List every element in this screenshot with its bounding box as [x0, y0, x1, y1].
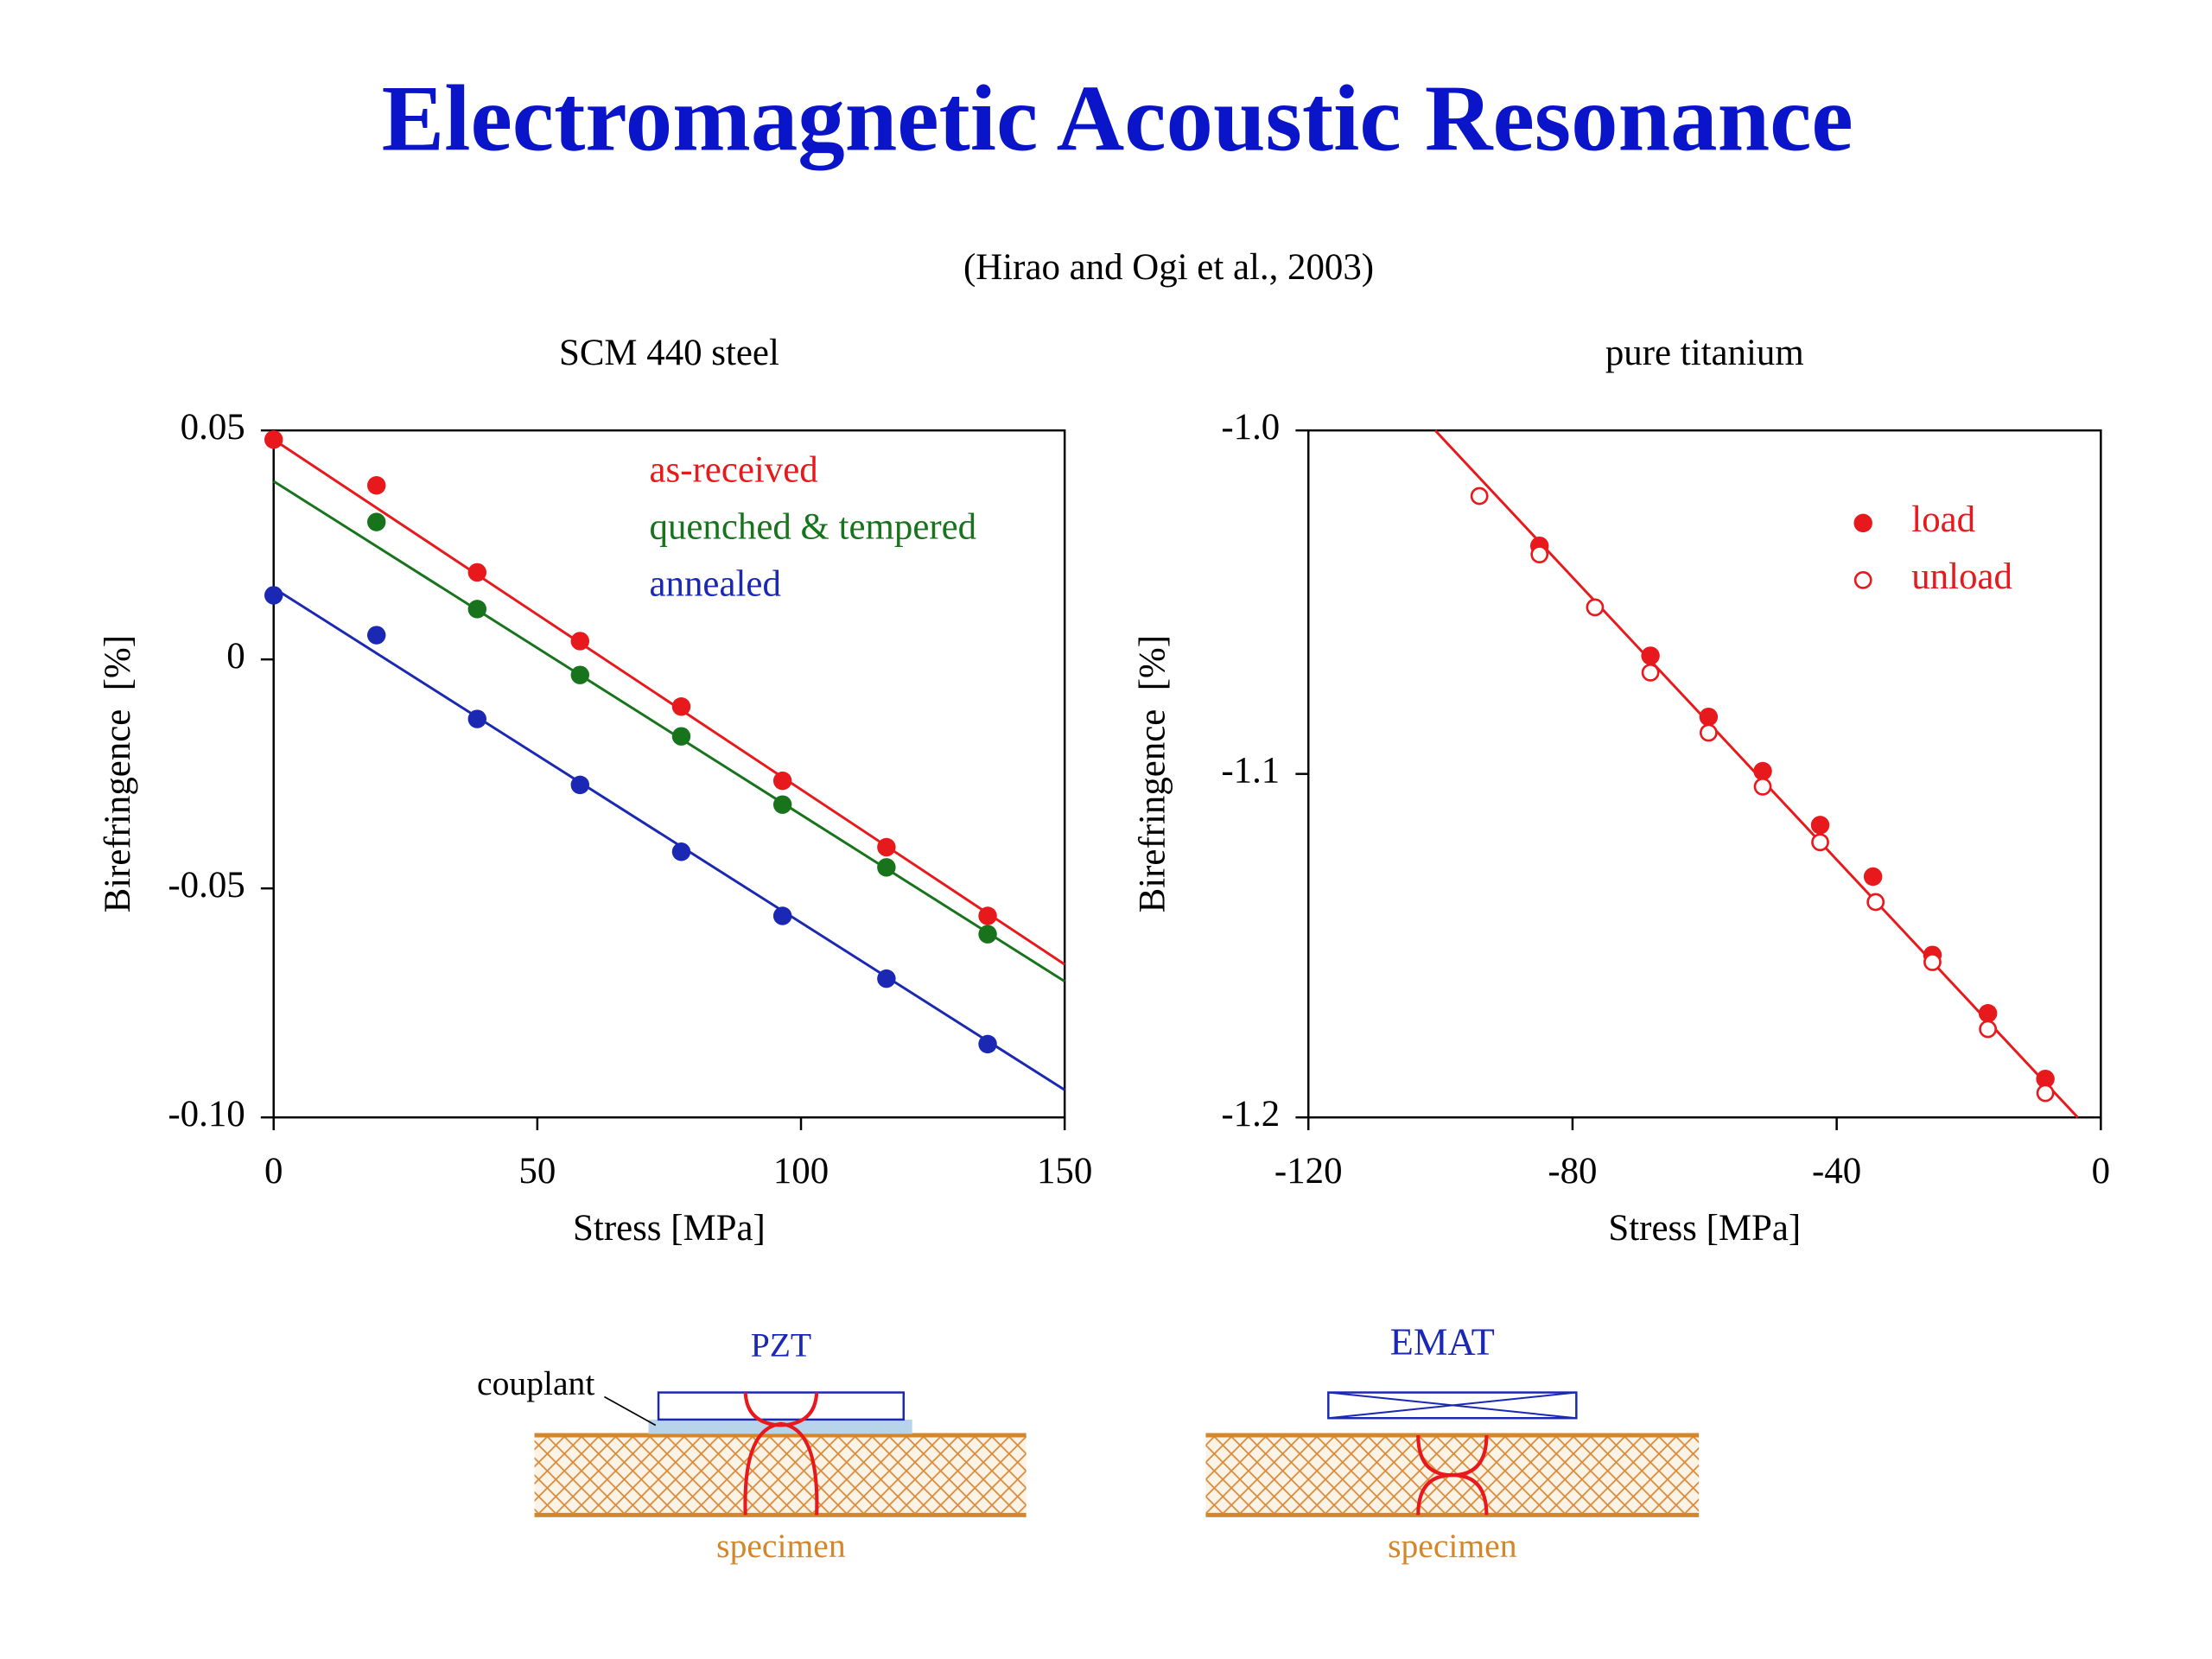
data-point — [1753, 761, 1772, 781]
data-point — [1978, 1004, 1998, 1023]
fit-line — [272, 438, 1065, 966]
pzt-label: PZT — [751, 1325, 811, 1363]
data-point — [570, 665, 590, 684]
data-point — [570, 632, 590, 651]
y-axis-label: Birefringence [%] — [98, 635, 138, 912]
x-tick-label: 150 — [1037, 1151, 1092, 1192]
data-point — [978, 925, 997, 944]
x-tick-label: 100 — [773, 1151, 829, 1192]
data-point — [1641, 646, 1660, 665]
fit-line — [272, 587, 1065, 1091]
data-point — [877, 969, 896, 988]
chart-title: SCM 440 steel — [559, 333, 779, 373]
data-point — [1923, 953, 1942, 971]
slide-title: Electromagnetic Acoustic Resonance — [382, 66, 1853, 170]
data-point — [264, 430, 283, 449]
data-point — [877, 858, 896, 877]
y-axis-label: Birefringence [%] — [1133, 635, 1173, 912]
y-tick-label: -1.0 — [1221, 407, 1280, 448]
data-point — [1810, 816, 1830, 835]
data-point — [1699, 723, 1718, 742]
data-point — [978, 906, 997, 925]
data-point — [2036, 1084, 2055, 1103]
data-point — [1811, 833, 1829, 852]
x-tick-label: -80 — [1548, 1151, 1597, 1192]
chart-title: pure titanium — [1605, 333, 1804, 373]
data-point — [1586, 598, 1605, 617]
data-point — [772, 906, 792, 925]
data-point — [978, 1034, 997, 1054]
emat-label: EMAT — [1390, 1319, 1495, 1363]
legend-label: as-received — [650, 449, 818, 490]
data-point — [366, 626, 386, 645]
wave-path — [743, 1392, 819, 1427]
wave-path — [1416, 1473, 1489, 1516]
y-tick-label: -1.1 — [1221, 751, 1280, 791]
data-point — [467, 709, 487, 728]
y-tick-label: -0.10 — [168, 1094, 245, 1135]
data-point — [467, 563, 487, 582]
y-tick-label: -0.05 — [168, 865, 245, 906]
data-point — [264, 586, 283, 605]
legend-label: unload — [1911, 556, 2012, 597]
legend-label: annealed — [650, 563, 781, 604]
data-point — [772, 795, 792, 814]
x-axis-label: Stress [MPa] — [573, 1208, 766, 1249]
x-tick-label: -40 — [1812, 1151, 1861, 1192]
pzt-diagram: PZT couplant specimen — [477, 1325, 1027, 1565]
y-tick-label: -1.2 — [1221, 1094, 1280, 1135]
x-tick-label: 50 — [518, 1151, 556, 1192]
y-tick-label: 0 — [226, 636, 245, 677]
legend-label: quenched & tempered — [650, 506, 977, 547]
coil-cross — [1328, 1391, 1577, 1420]
x-tick-label: 0 — [2092, 1151, 2110, 1192]
data-point — [1863, 867, 1883, 887]
data-point — [877, 837, 896, 857]
x-tick-label: -120 — [1274, 1151, 1343, 1192]
data-point — [1641, 664, 1660, 682]
data-point — [1979, 1020, 1998, 1039]
data-point — [772, 771, 792, 791]
couplant-label: couplant — [477, 1364, 594, 1402]
data-point — [1470, 486, 1489, 505]
citation: (Hirao and Ogi et al., 2003) — [963, 247, 1374, 288]
specimen-label: specimen — [716, 1527, 846, 1565]
data-point — [467, 600, 487, 619]
legend-marker — [1853, 513, 1872, 533]
data-point — [366, 476, 386, 495]
leader-line — [603, 1395, 657, 1427]
fit-line — [272, 480, 1065, 983]
data-point — [1753, 777, 1772, 796]
plot-frame — [272, 429, 1066, 1119]
y-tick-label: 0.05 — [181, 407, 245, 448]
data-point — [1866, 893, 1885, 912]
data-point — [366, 512, 386, 531]
specimen-label: specimen — [1388, 1527, 1517, 1565]
legend-marker — [1853, 570, 1872, 589]
data-point — [2036, 1069, 2055, 1089]
data-point — [570, 775, 590, 795]
pzt-element — [657, 1391, 906, 1421]
data-point — [671, 697, 691, 716]
x-tick-label: 0 — [264, 1151, 283, 1192]
data-point — [671, 727, 691, 746]
x-axis-label: Stress [MPa] — [1608, 1208, 1801, 1249]
legend-label: load — [1911, 499, 1975, 540]
data-point — [1530, 545, 1549, 564]
specimen-block — [534, 1435, 1027, 1516]
data-point — [671, 842, 691, 861]
emat-diagram: EMAT specimen — [1205, 1319, 1700, 1565]
data-point — [1699, 707, 1719, 727]
